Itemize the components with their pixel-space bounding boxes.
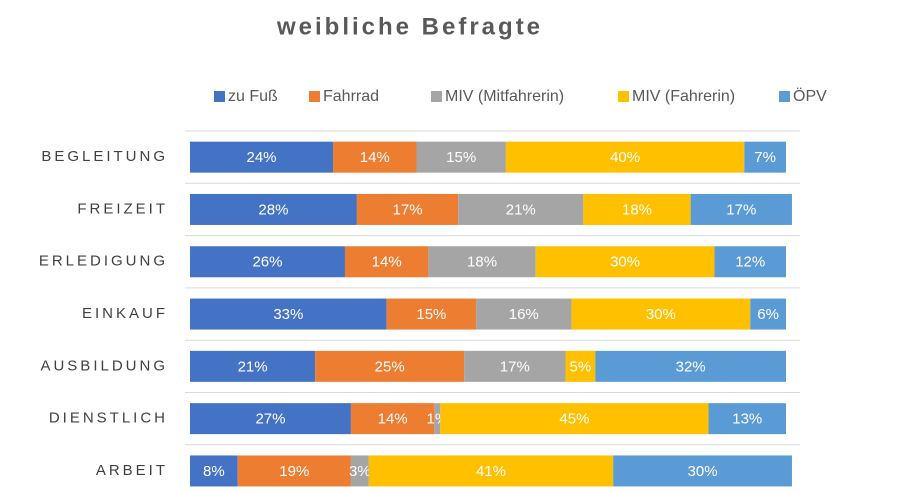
value-label: 12% <box>735 254 765 271</box>
bar-segment <box>464 350 566 382</box>
value-label: 30% <box>646 306 676 323</box>
value-label: 41% <box>476 463 506 480</box>
bar-segment <box>356 193 459 225</box>
value-label: 7% <box>754 149 776 166</box>
value-label: 40% <box>610 149 640 166</box>
category-label: ARBEIT <box>96 462 168 479</box>
legend-swatch <box>618 91 629 102</box>
category-label: FREIZEIT <box>77 200 168 217</box>
value-label: 5% <box>570 358 592 375</box>
value-label: 6% <box>757 306 779 323</box>
bar-segment <box>190 350 316 382</box>
category-label: BEGLEITUNG <box>41 148 168 165</box>
bar-segment <box>350 455 369 487</box>
bar-segment <box>440 403 709 435</box>
value-label: 21% <box>238 358 268 375</box>
bar-segment <box>571 298 751 330</box>
value-label: 33% <box>273 306 303 323</box>
bar-segment <box>344 246 429 278</box>
bar-segment <box>708 403 786 435</box>
value-label: 30% <box>610 254 640 271</box>
value-label: 17% <box>500 358 530 375</box>
bar-segment <box>434 403 441 435</box>
legend-label: MIV (Fahrerin) <box>632 88 735 105</box>
value-label: 14% <box>360 149 390 166</box>
bar-segment <box>750 298 786 330</box>
category-label: EINKAUF <box>82 305 168 322</box>
legend-swatch <box>779 91 790 102</box>
bar-segment <box>416 141 506 173</box>
bar-segment <box>368 455 614 487</box>
value-label: 18% <box>622 201 652 218</box>
bar-segment <box>190 455 238 487</box>
bar-segment <box>386 298 477 330</box>
bar-segment <box>190 193 357 225</box>
bar-segment <box>595 350 786 382</box>
value-label: 15% <box>446 149 476 166</box>
bar-segment <box>505 141 745 173</box>
value-label: 19% <box>279 463 309 480</box>
bar-segment <box>744 141 786 173</box>
value-label: 28% <box>258 201 288 218</box>
value-label: 3% <box>349 463 371 480</box>
bar-segment <box>190 141 334 173</box>
bar-segment <box>565 350 596 382</box>
legend-swatch <box>431 91 442 102</box>
value-label: 14% <box>378 411 408 428</box>
bar-segment <box>428 246 536 278</box>
value-label: 17% <box>726 201 756 218</box>
value-label: 15% <box>416 306 446 323</box>
legend-label: ÖPV <box>793 87 827 105</box>
value-label: 26% <box>252 254 282 271</box>
bar-segment <box>690 193 792 225</box>
value-label: 14% <box>372 254 402 271</box>
bar-segment <box>458 193 584 225</box>
legend-label: zu Fuß <box>228 88 278 105</box>
legend-label: MIV (Mitfahrerin) <box>445 88 564 105</box>
bar-segment <box>535 246 715 278</box>
value-label: 21% <box>506 201 536 218</box>
value-label: 30% <box>688 463 718 480</box>
category-label: DIENSTLICH <box>49 410 168 427</box>
value-label: 27% <box>255 411 285 428</box>
bar-segment <box>237 455 351 487</box>
category-label: AUSBILDUNG <box>40 357 168 374</box>
bar-segment <box>333 141 417 173</box>
bar-segment <box>190 298 387 330</box>
value-label: 25% <box>375 358 405 375</box>
bar-segment <box>315 350 465 382</box>
legend-swatch <box>309 91 320 102</box>
bar-segment <box>583 193 691 225</box>
bar-segment <box>190 403 351 435</box>
value-label: 45% <box>559 411 589 428</box>
bar-segment <box>190 246 345 278</box>
value-label: 18% <box>467 254 497 271</box>
bar-segment <box>476 298 572 330</box>
bar-segment <box>350 403 435 435</box>
legend-swatch <box>214 91 225 102</box>
legend-label: Fahrrad <box>323 88 379 105</box>
bar-segment <box>613 455 792 487</box>
category-label: ERLEDIGUNG <box>39 253 168 270</box>
value-label: 13% <box>732 411 762 428</box>
value-label: 8% <box>203 463 225 480</box>
value-label: 24% <box>247 149 277 166</box>
value-label: 32% <box>676 358 706 375</box>
value-label: 17% <box>393 201 423 218</box>
chart-title: weibliche Befragte <box>276 13 543 40</box>
bar-segment <box>714 246 786 278</box>
value-label: 16% <box>509 306 539 323</box>
